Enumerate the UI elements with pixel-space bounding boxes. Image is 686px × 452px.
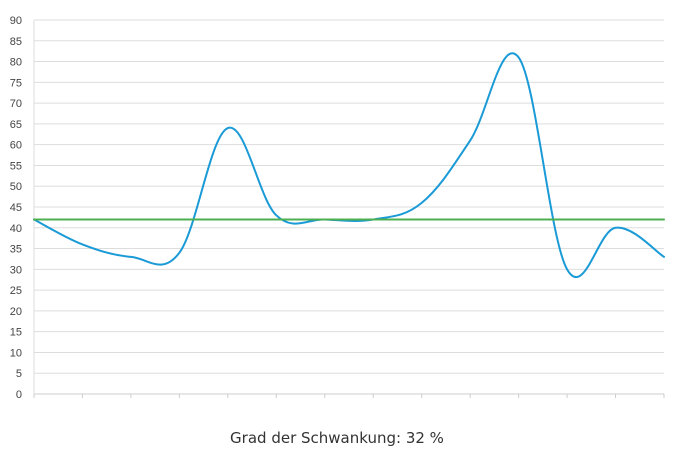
- y-tick-label: 70: [10, 98, 22, 110]
- x-axis-ticks: [33, 394, 665, 398]
- y-tick-label: 30: [10, 264, 22, 276]
- y-tick-label: 65: [10, 119, 22, 131]
- y-tick-label: 35: [10, 244, 22, 256]
- y-tick-label: 50: [10, 181, 22, 193]
- y-tick-label: 80: [10, 57, 22, 69]
- grid-lines: [34, 19, 664, 374]
- y-tick-label: 20: [10, 306, 22, 318]
- y-tick-label: 5: [16, 368, 22, 380]
- y-tick-label: 60: [10, 140, 22, 152]
- y-tick-label: 25: [10, 285, 22, 297]
- y-tick-label: 55: [10, 160, 22, 172]
- y-tick-labels: 0 5 10 15 20 25 30 35 40 45 50 55 60 65 70 75 80 85 90: [10, 15, 22, 401]
- y-tick-label: 75: [10, 77, 22, 89]
- series-lines: [33, 52, 665, 279]
- y-tick-label: 85: [10, 36, 22, 48]
- y-tick-label: 40: [10, 223, 22, 235]
- y-tick-label: 10: [10, 347, 22, 359]
- y-tick-label: 0: [16, 389, 22, 401]
- fluctuation-caption: Grad der Schwankung: 32 %: [230, 429, 444, 447]
- y-tick-label: 15: [10, 327, 22, 339]
- y-tick-label: 90: [10, 15, 22, 27]
- y-tick-label: 45: [10, 202, 22, 214]
